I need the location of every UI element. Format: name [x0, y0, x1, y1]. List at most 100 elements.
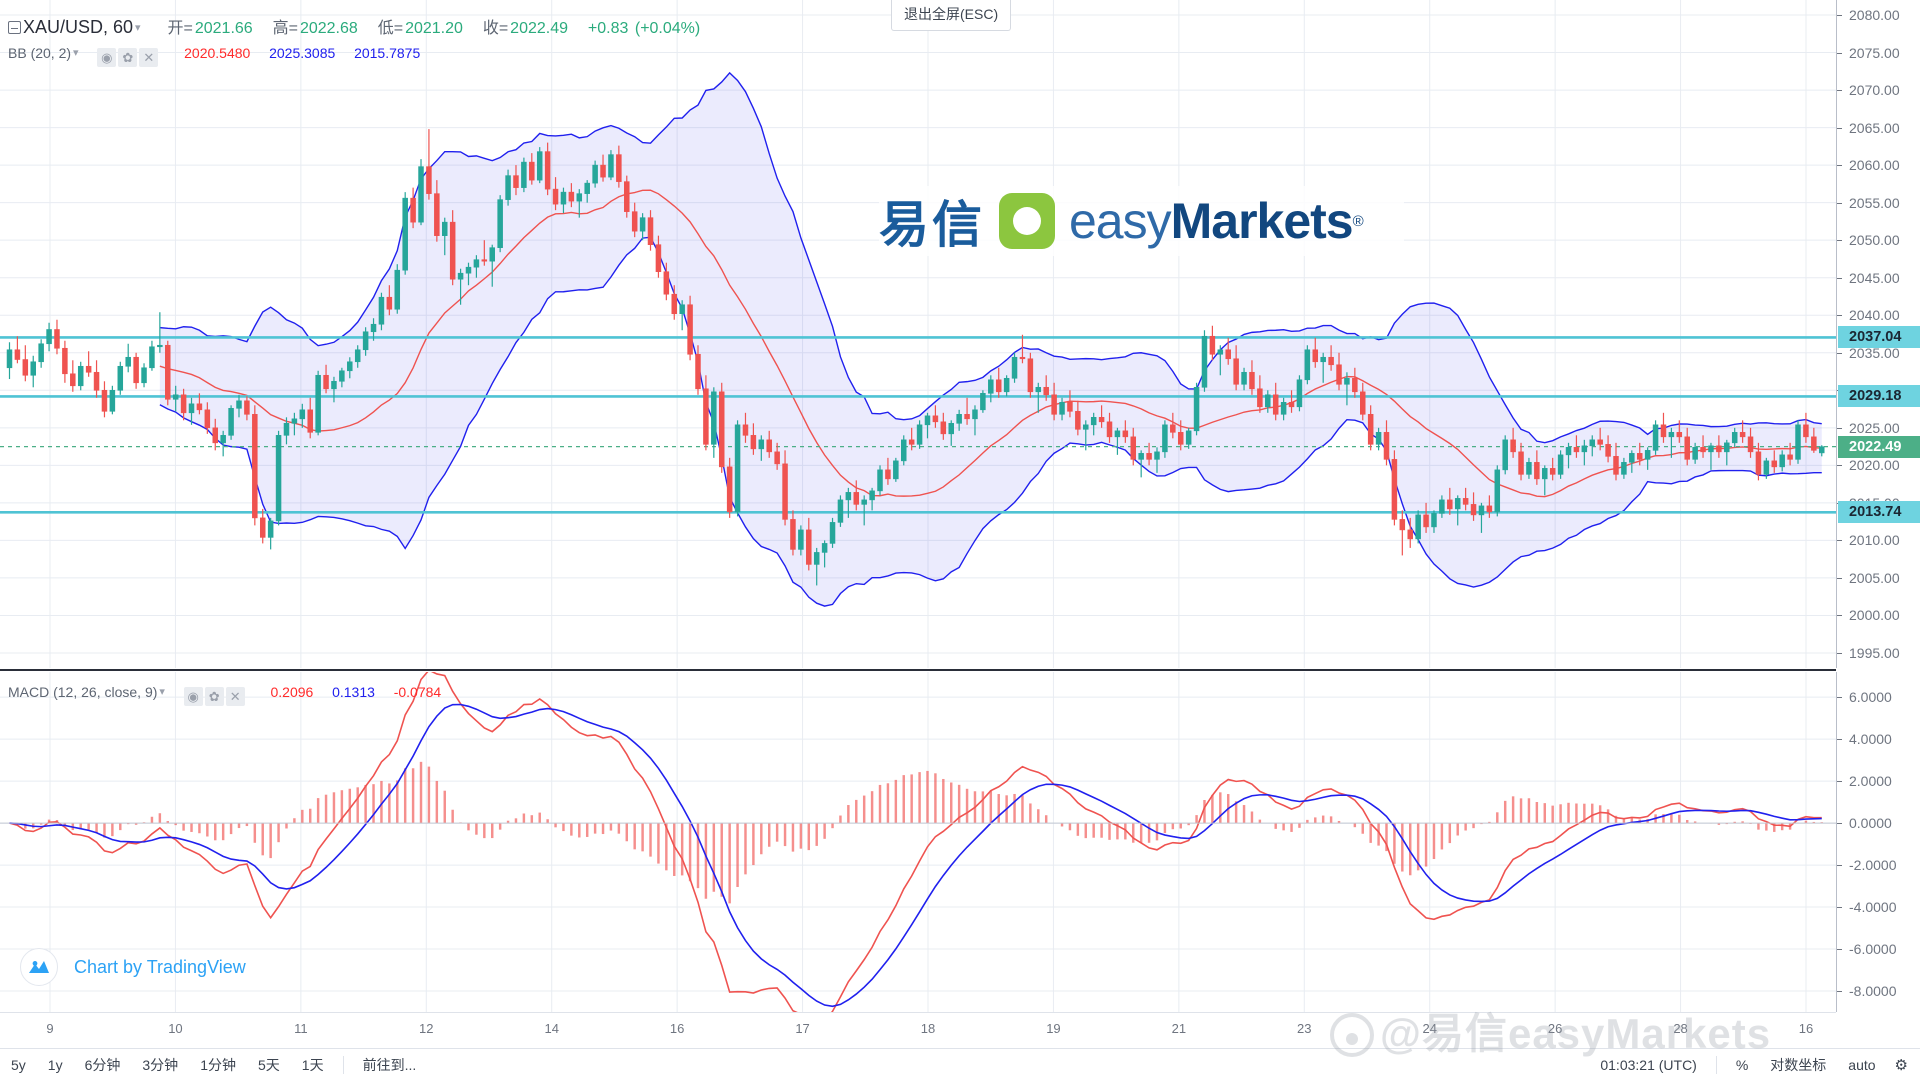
log-scale-button[interactable]: 对数坐标 [1770, 1056, 1827, 1073]
candle-body [1265, 394, 1271, 408]
candle-body [592, 164, 598, 184]
candle-body [283, 423, 290, 436]
macd-title[interactable]: MACD (12, 26, close, 9) [8, 684, 158, 700]
candle-body [307, 409, 313, 433]
range-button-2[interactable]: 6分钟 [84, 1056, 121, 1073]
candle-body [1676, 432, 1683, 438]
candle-body [560, 191, 567, 205]
goto-date-button[interactable]: 前往到... [362, 1056, 417, 1073]
candle-body [1803, 424, 1809, 438]
price-label-0[interactable]: 2037.04 [1838, 326, 1920, 349]
macd-value: 0.2096 [270, 684, 314, 700]
percent-scale-button[interactable]: % [1735, 1056, 1749, 1073]
macd-tick-4: -2.0000 [1837, 857, 1920, 874]
candle-body [1819, 446, 1825, 454]
time-axis[interactable]: 9 10 11 12 14 16 17 18 19 21 23 24 26 28 16 [0, 1012, 1836, 1048]
candle-body [1146, 453, 1152, 460]
candle-body [663, 271, 670, 295]
candle-body [1478, 505, 1485, 516]
easymarkets-logo: 易信 easy Markets ® [879, 186, 1404, 256]
candle-body [62, 347, 68, 375]
price-axis[interactable]: 2080.00 2075.00 2070.00 2065.00 2060.00 2055.… [1836, 0, 1920, 668]
candle-body [275, 435, 282, 522]
candle-body [742, 424, 749, 436]
candlestick-series[interactable] [6, 129, 1825, 586]
bb-title[interactable]: BB (20, 2) [8, 45, 72, 61]
chevron-down-icon[interactable]: ▾ [135, 22, 141, 34]
macd-pane[interactable] [0, 672, 1836, 1012]
time-tick-6: 17 [795, 1021, 810, 1036]
candle-body [30, 361, 36, 376]
candle-body [1526, 462, 1532, 475]
close-icon[interactable]: ✕ [139, 48, 159, 67]
candle-body [1122, 430, 1129, 438]
tradingview-credit-label[interactable]: Chart by TradingView [74, 956, 246, 977]
candle-body [1280, 402, 1287, 415]
range-button-1[interactable]: 1y [47, 1056, 63, 1073]
candle-body [133, 356, 139, 384]
candle-body [576, 193, 583, 202]
close-label: 收= [482, 20, 509, 37]
price-chart-canvas[interactable] [0, 0, 1836, 668]
chevron-down-icon[interactable]: ▾ [73, 47, 79, 59]
price-tick-6: 2050.00 [1837, 232, 1920, 249]
candle-body [837, 499, 844, 523]
price-tick-17: 1995.00 [1837, 645, 1920, 662]
candle-body [1510, 439, 1516, 453]
eye-icon[interactable]: ◉ [183, 687, 203, 706]
weibo-icon [1330, 1013, 1374, 1057]
price-label-3[interactable]: 2013.74 [1838, 501, 1920, 524]
range-button-5[interactable]: 5天 [257, 1056, 280, 1073]
candle-body [940, 421, 947, 435]
candle-body [1431, 513, 1437, 528]
time-tick-7: 18 [920, 1021, 936, 1036]
price-label-2[interactable]: 2022.49 [1838, 435, 1920, 458]
clock-label[interactable]: 01:03:21 (UTC) [1600, 1056, 1697, 1073]
candle-body [1629, 453, 1635, 463]
candle-body [1542, 468, 1548, 480]
candle-body [1027, 358, 1034, 393]
settings-gear-icon[interactable]: ⚙ [1894, 1056, 1908, 1074]
horizontal-levels[interactable] [0, 336, 1836, 514]
macd-axis[interactable]: 6.0000 4.0000 2.0000 0.0000 -2.0000 -4.0000 -6… [1836, 672, 1920, 1012]
candle-body [354, 349, 361, 363]
candle-body [544, 151, 551, 190]
range-button-4[interactable]: 1分钟 [200, 1056, 236, 1073]
eye-icon[interactable]: ◉ [97, 48, 117, 67]
price-tick-2: 2070.00 [1837, 82, 1920, 99]
price-label-1[interactable]: 2029.18 [1838, 385, 1920, 408]
candle-body [1367, 414, 1374, 445]
candle-body [1415, 514, 1421, 540]
chevron-down-icon[interactable]: ▾ [159, 686, 165, 698]
macd-tick-6: -6.0000 [1837, 941, 1920, 958]
macd-canvas[interactable] [0, 672, 1836, 1012]
symbol-title[interactable]: XAU/USD, 60 [23, 17, 134, 37]
candle-body [315, 374, 321, 433]
candle-body [77, 365, 84, 387]
gear-icon[interactable]: ✿ [204, 687, 224, 706]
candle-body [125, 356, 131, 367]
collapse-icon[interactable] [8, 21, 21, 34]
range-button-3[interactable]: 3分钟 [142, 1056, 179, 1073]
weibo-watermark: @易信easyMarkets [1330, 1000, 1771, 1061]
price-chart-pane[interactable] [0, 0, 1836, 668]
candle-body [323, 374, 329, 390]
candle-body [22, 359, 29, 376]
pane-separator[interactable] [0, 669, 1836, 671]
candle-body [6, 349, 13, 369]
candle-body [726, 466, 733, 513]
range-button-0[interactable]: 5y [11, 1056, 26, 1073]
gear-icon[interactable]: ✿ [118, 48, 138, 67]
candle-body [1217, 349, 1224, 355]
candle-body [1304, 349, 1311, 381]
close-icon[interactable]: ✕ [225, 687, 245, 706]
candle-body [1771, 460, 1778, 468]
candle-body [1296, 379, 1303, 408]
candle-body [655, 244, 662, 273]
tradingview-credit[interactable]: Chart by TradingView [20, 948, 246, 986]
candle-body [1652, 424, 1659, 451]
auto-scale-button[interactable]: auto [1848, 1056, 1876, 1073]
range-button-6[interactable]: 1天 [301, 1056, 324, 1073]
candle-body [813, 552, 820, 565]
time-tick-4: 14 [544, 1021, 559, 1036]
